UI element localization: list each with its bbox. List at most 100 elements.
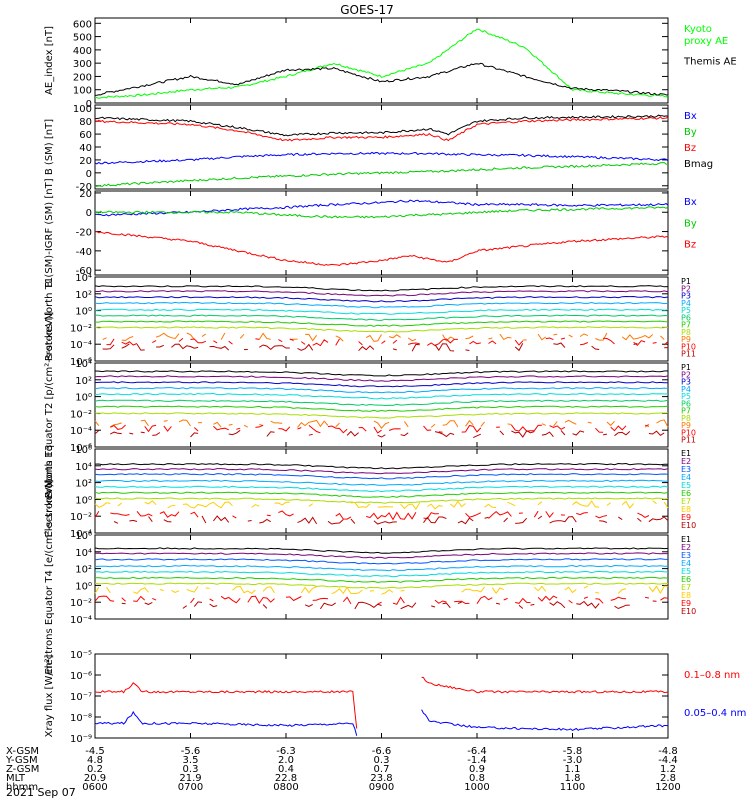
channel-line <box>94 387 669 394</box>
y-tick-label: 10⁶ <box>75 531 92 542</box>
channel-line <box>121 600 657 610</box>
channel-legend-label: P9 <box>681 335 691 344</box>
series-line <box>94 709 669 736</box>
channel-legend-label: E5 <box>681 567 691 576</box>
channel-line <box>94 479 669 486</box>
channel-legend-label: E7 <box>681 583 691 592</box>
legend-entry: Themis AE <box>683 57 737 68</box>
channel-line <box>94 412 668 419</box>
plot-title: GOES-17 <box>340 3 394 17</box>
series-line <box>94 151 669 165</box>
channel-line <box>94 582 669 589</box>
y-tick-label: 400 <box>73 46 92 57</box>
x-axis-row-label: hhmm <box>6 782 38 793</box>
y-tick-label: 20 <box>79 189 92 200</box>
y-axis-label: AE_index [nT] <box>44 26 55 95</box>
channel-line <box>95 290 669 297</box>
y-tick-label: 10⁴ <box>75 359 92 370</box>
channel-line <box>94 564 669 572</box>
channel-line <box>94 314 669 321</box>
series-line <box>94 676 669 729</box>
legend-entry: By <box>684 218 697 229</box>
legend-entry: Bmag <box>684 159 713 170</box>
x-axis-row-label: MLT <box>6 773 26 784</box>
channel-line <box>102 342 669 352</box>
channel-legend-label: P1 <box>681 277 691 286</box>
panel-b-minus-igrf: -60 -40 -20 0 20 B (SM)-IGRF (SM) [nT] Bx By Bz <box>44 178 697 287</box>
legend-entry: By <box>684 127 697 138</box>
x-axis-value: -5.6 <box>181 746 201 757</box>
channel-legend-label: P6 <box>681 399 691 408</box>
y-tick-label: 500 <box>73 33 92 44</box>
x-axis-value: 1200 <box>655 782 680 793</box>
x-axis-value: -4.4 <box>658 755 678 766</box>
y-tick-label: 10⁻² <box>70 409 92 420</box>
channel-line <box>94 497 669 504</box>
channel-line <box>94 473 669 480</box>
channel-line <box>94 392 669 400</box>
panel-xray: 10⁻⁵ 10⁻⁶ 10⁻⁷ 10⁻⁸ 10⁻⁹ Xray flux [W/m²] 0.1–… <box>44 650 746 745</box>
channel-line <box>94 500 669 510</box>
channel-legend-label: E10 <box>681 607 696 616</box>
x-axis-value: 2.0 <box>278 755 294 766</box>
channel-legend-label: P10 <box>681 342 696 351</box>
x-axis-value: 0.3 <box>374 755 390 766</box>
y-axis-label: Electrons Equator T4 [e/(cm²-s-sr-keV)] <box>44 479 55 674</box>
x-axis-value: 0900 <box>369 782 394 793</box>
legend-entry: Bx <box>684 111 697 122</box>
x-axis-row-label: Y-GSM <box>5 755 38 766</box>
x-axis-value: 1.1 <box>565 764 581 775</box>
y-tick-label: -60 <box>76 266 92 277</box>
channel-legend-label: P11 <box>681 436 696 445</box>
x-axis-value: 1.8 <box>565 773 581 784</box>
legend-entry: proxy AE <box>684 36 728 47</box>
panel-frame <box>94 653 669 739</box>
channel-legend-label: P1 <box>681 363 691 372</box>
x-axis-value: 22.8 <box>275 773 297 784</box>
y-axis-label: Protons North T1 <box>44 277 55 361</box>
x-axis-value: 0.3 <box>183 764 199 775</box>
channel-legend-label: P9 <box>681 421 691 430</box>
y-tick-label: 10² <box>75 376 92 387</box>
channel-legend-label: P6 <box>681 313 691 322</box>
channel-line <box>94 381 668 388</box>
legend-entry: Bx <box>684 197 697 208</box>
y-tick-label: 10⁴ <box>75 462 92 473</box>
channel-legend-label: P2 <box>681 284 691 293</box>
x-axis-value: -3.0 <box>563 755 583 766</box>
y-axis-label: B (SM)-IGRF (SM) [nT] <box>44 178 55 287</box>
y-tick-label: 10⁴ <box>75 548 92 559</box>
channel-legend-label: E6 <box>681 575 691 584</box>
channel-legend-label: P3 <box>681 378 691 387</box>
channel-legend-label: P8 <box>681 414 691 423</box>
x-axis-value: 0.4 <box>278 764 294 775</box>
y-tick-label: 10⁻⁵ <box>70 650 92 661</box>
y-tick-label: 0 <box>86 99 92 110</box>
x-axis-value: 0.8 <box>469 773 485 784</box>
channel-legend-label: P3 <box>681 292 691 301</box>
y-tick-label: 60 <box>79 130 92 141</box>
channel-line <box>94 462 668 470</box>
channel-line <box>94 552 668 559</box>
channel-line <box>110 425 668 433</box>
x-axis-value: 21.9 <box>179 773 201 784</box>
channel-line <box>94 468 669 475</box>
channel-legend-label: E9 <box>681 599 691 608</box>
series-line <box>94 114 669 137</box>
y-tick-label: 300 <box>73 59 92 70</box>
channel-line <box>95 320 669 327</box>
x-axis-value: 0.2 <box>87 764 103 775</box>
y-tick-label: -20 <box>76 228 92 239</box>
channel-legend-label: P10 <box>681 428 696 437</box>
channel-legend-label: E2 <box>681 543 691 552</box>
channel-line <box>94 558 669 565</box>
y-tick-label: 80 <box>79 117 92 128</box>
x-axis-value: 0800 <box>273 782 298 793</box>
panel-protons-equator: 10⁴ 10² 10⁰ 10⁻² 10⁻⁴ 10⁻⁶ Protons Equator T2 … <box>44 312 696 499</box>
channel-legend-label: P5 <box>681 306 691 315</box>
channel-line <box>94 491 669 498</box>
series-line <box>94 28 669 99</box>
channel-line <box>94 295 669 303</box>
channel-line <box>94 547 669 554</box>
